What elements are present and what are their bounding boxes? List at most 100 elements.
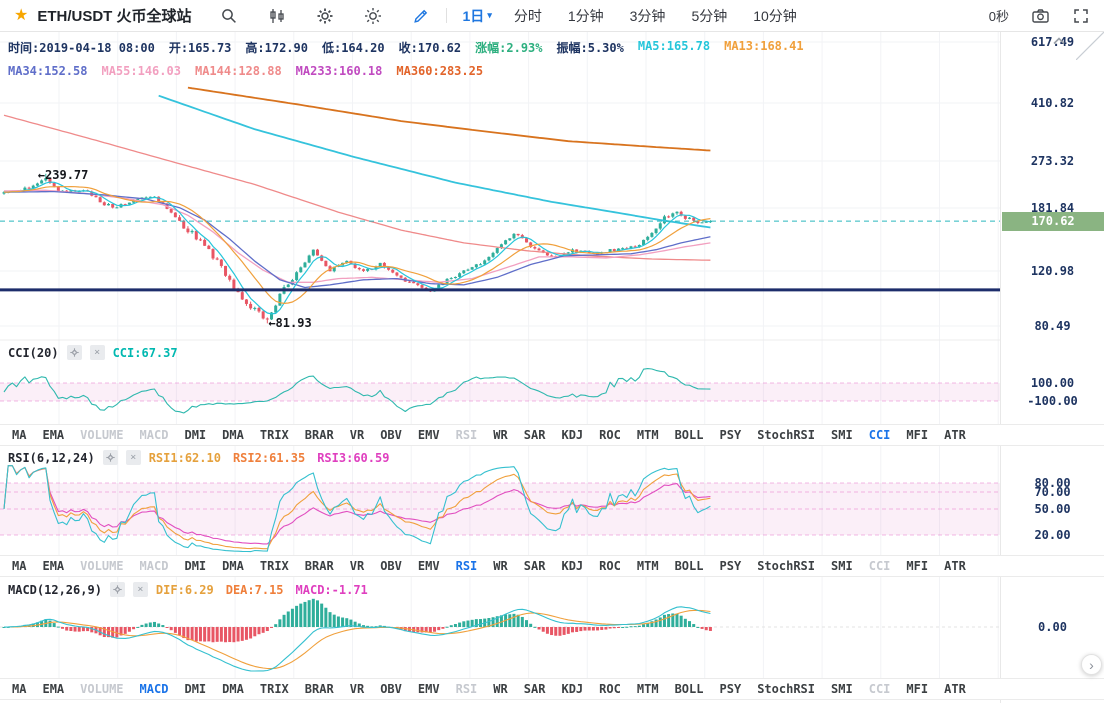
- indicator-tab-roc[interactable]: ROC: [599, 682, 621, 696]
- indicator-tab-obv[interactable]: OBV: [380, 682, 402, 696]
- collapse-chevron-icon[interactable]: [1052, 37, 1066, 45]
- indicator-settings-icon[interactable]: [66, 345, 82, 360]
- indicator-tab-sar[interactable]: SAR: [523, 682, 546, 696]
- favorite-star-icon[interactable]: ★: [14, 6, 29, 24]
- indicator-tab-sar[interactable]: SAR: [523, 428, 546, 442]
- fullscreen-icon[interactable]: [1072, 7, 1090, 25]
- axis-label: 100.00: [1030, 376, 1075, 390]
- indicator-tab-ma[interactable]: MA: [12, 428, 27, 442]
- indicator-tab-smi[interactable]: SMI: [831, 682, 853, 696]
- indicator-tab-cci[interactable]: CCI: [868, 559, 891, 573]
- indicator-tab-roc[interactable]: ROC: [599, 559, 621, 573]
- indicator-tab-ema[interactable]: EMA: [42, 682, 65, 696]
- interval-tab-fenshi[interactable]: 分时: [513, 7, 542, 24]
- indicator-tab-wr[interactable]: WR: [493, 559, 508, 573]
- indicator-tab-dmi[interactable]: DMI: [184, 428, 207, 442]
- indicator-tab-mtm[interactable]: MTM: [636, 682, 659, 696]
- indicator-tab-boll[interactable]: BOLL: [674, 559, 704, 573]
- indicator-close-icon[interactable]: ×: [125, 450, 141, 465]
- indicator-tab-rsi[interactable]: RSI: [455, 428, 478, 442]
- indicator-tab-emv[interactable]: EMV: [417, 559, 440, 573]
- indicator-tab-psy[interactable]: PSY: [719, 428, 742, 442]
- interval-tab-3min[interactable]: 3分钟: [629, 7, 666, 24]
- indicator-tab-brar[interactable]: BRAR: [304, 559, 334, 573]
- indicator-tab-stochrsi[interactable]: StochRSI: [757, 559, 815, 573]
- indicator-tab-rsi[interactable]: RSI: [455, 559, 478, 573]
- interval-tab-10min[interactable]: 10分钟: [753, 7, 797, 24]
- ohlc-legend-item: MA13:168.41: [724, 39, 804, 53]
- indicator-tab-psy[interactable]: PSY: [719, 559, 742, 573]
- indicator-tab-dma[interactable]: DMA: [222, 559, 244, 573]
- indicator-tab-smi[interactable]: SMI: [831, 559, 853, 573]
- indicator-tab-trix[interactable]: TRIX: [259, 428, 289, 442]
- indicator-tab-trix[interactable]: TRIX: [259, 559, 289, 573]
- indicator-tab-mtm[interactable]: MTM: [636, 428, 659, 442]
- indicator-tab-mfi[interactable]: MFI: [906, 682, 929, 696]
- indicator-tab-psy[interactable]: PSY: [719, 682, 742, 696]
- indicator-tab-atr[interactable]: ATR: [944, 428, 966, 442]
- indicator-tab-cci[interactable]: CCI: [868, 682, 891, 696]
- draw-pencil-icon[interactable]: [412, 7, 430, 25]
- indicator-tab-sar[interactable]: SAR: [523, 559, 546, 573]
- kline-style-icon[interactable]: [268, 7, 286, 25]
- indicator-tab-emv[interactable]: EMV: [417, 682, 440, 696]
- indicator-tab-mfi[interactable]: MFI: [906, 428, 929, 442]
- indicator-tab-ma[interactable]: MA: [12, 682, 27, 696]
- indicator-close-icon[interactable]: ×: [89, 345, 105, 360]
- indicator-tab-dmi[interactable]: DMI: [184, 559, 207, 573]
- indicator-tab-boll[interactable]: BOLL: [674, 682, 704, 696]
- indicator-tab-emv[interactable]: EMV: [417, 428, 440, 442]
- indicator-tab-obv[interactable]: OBV: [380, 428, 402, 442]
- indicator-tab-dma[interactable]: DMA: [222, 428, 244, 442]
- indicator-tab-rsi[interactable]: RSI: [455, 682, 478, 696]
- indicator-close-icon[interactable]: ×: [132, 582, 148, 597]
- price-axis-column[interactable]: 170.62 617.49 410.82 273.32 181.84 120.98 80.…: [1000, 32, 1104, 703]
- indicator-tab-wr[interactable]: WR: [493, 428, 508, 442]
- indicator-tab-smi[interactable]: SMI: [831, 428, 853, 442]
- indicator-settings-icon[interactable]: [102, 450, 118, 465]
- indicator-tab-kdj[interactable]: KDJ: [561, 559, 584, 573]
- period-dropdown[interactable]: 1日 ▾: [463, 6, 492, 26]
- axis-label: 20.00: [1034, 528, 1071, 542]
- interval-tab-1min[interactable]: 1分钟: [567, 7, 604, 24]
- indicator-tab-stochrsi[interactable]: StochRSI: [757, 682, 815, 696]
- indicator-tab-kdj[interactable]: KDJ: [561, 682, 584, 696]
- theme-brightness-icon[interactable]: [364, 7, 382, 25]
- indicator-tab-vr[interactable]: VR: [349, 559, 365, 573]
- indicator-tab-cci[interactable]: CCI: [868, 428, 891, 442]
- indicator-settings-icon[interactable]: [109, 582, 125, 597]
- indicator-tab-mfi[interactable]: MFI: [906, 559, 929, 573]
- indicator-tab-mtm[interactable]: MTM: [636, 559, 659, 573]
- indicator-tab-volume[interactable]: VOLUME: [80, 682, 124, 696]
- indicator-tab-ema[interactable]: EMA: [42, 559, 65, 573]
- indicator-tab-volume[interactable]: VOLUME: [80, 559, 124, 573]
- interval-tab-5min[interactable]: 5分钟: [691, 7, 728, 24]
- indicator-tab-dmi[interactable]: DMI: [184, 682, 207, 696]
- indicator-tab-obv[interactable]: OBV: [380, 559, 402, 573]
- indicator-tab-roc[interactable]: ROC: [599, 428, 621, 442]
- indicator-tab-kdj[interactable]: KDJ: [561, 428, 584, 442]
- camera-icon[interactable]: [1031, 7, 1050, 25]
- indicator-tab-atr[interactable]: ATR: [944, 682, 966, 696]
- indicator-tab-stochrsi[interactable]: StochRSI: [757, 428, 815, 442]
- indicator-tab-macd[interactable]: MACD: [139, 682, 169, 696]
- indicator-tab-ema[interactable]: EMA: [42, 428, 65, 442]
- indicator-tab-trix[interactable]: TRIX: [259, 682, 289, 696]
- indicator-tab-macd[interactable]: MACD: [139, 559, 169, 573]
- indicator-tab-brar[interactable]: BRAR: [304, 682, 334, 696]
- indicator-tab-vr[interactable]: VR: [349, 682, 365, 696]
- settings-gear-icon[interactable]: [316, 7, 334, 25]
- scroll-to-latest-button[interactable]: ›: [1081, 654, 1102, 675]
- indicator-tab-ma[interactable]: MA: [12, 559, 27, 573]
- ma-legend: MA34:152.58 MA55:146.03 MA144:128.88 MA233:…: [8, 64, 483, 78]
- indicator-tab-vr[interactable]: VR: [349, 428, 365, 442]
- indicator-tab-atr[interactable]: ATR: [944, 559, 966, 573]
- indicator-tab-boll[interactable]: BOLL: [674, 428, 704, 442]
- indicator-tab-brar[interactable]: BRAR: [304, 428, 334, 442]
- indicator-tab-macd[interactable]: MACD: [139, 428, 169, 442]
- indicator-tab-wr[interactable]: WR: [493, 682, 508, 696]
- indicator-tab-dma[interactable]: DMA: [222, 682, 244, 696]
- indicator-tab-volume[interactable]: VOLUME: [80, 428, 124, 442]
- search-icon[interactable]: [220, 7, 238, 25]
